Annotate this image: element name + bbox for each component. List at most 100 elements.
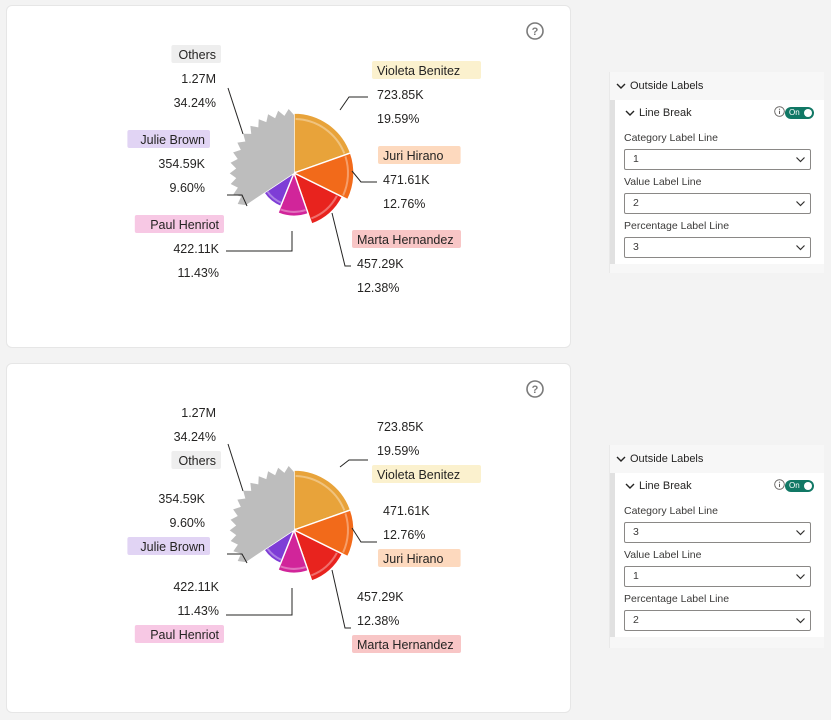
dropdown-value: 3 [633, 241, 639, 253]
category-label: Juri Hirano [383, 552, 443, 566]
value-label: 471.61K [383, 173, 430, 187]
pie-slice-shape [229, 465, 294, 563]
chevron-down-icon [796, 245, 805, 251]
line-break-section: Line Break On Category Label Line 1 Valu… [610, 100, 824, 264]
percentage-label-line-dropdown[interactable]: 2 [624, 610, 811, 631]
pie-slice-shape [276, 528, 310, 574]
info-icon[interactable] [774, 479, 785, 490]
category-label-line-label: Category Label Line [624, 505, 718, 517]
pie-chart-2: ? 723.85K 19.59% Violeta Benitez 471.61K 12.7… [127, 380, 544, 653]
percentage-label-line-label: Percentage Label Line [624, 593, 730, 605]
chevron-down-icon [796, 530, 805, 536]
value-label: 1.27M [181, 72, 216, 86]
category-label-line-dropdown[interactable]: 1 [624, 149, 811, 170]
pie-slice-others[interactable] [229, 108, 294, 206]
help-icon[interactable]: ? [526, 22, 544, 40]
format-panel-2: Outside Labels Line Break On Category La… [609, 445, 824, 648]
category-label-bg [372, 61, 481, 79]
leader-line-others [227, 87, 244, 135]
toggle-knob [804, 109, 812, 117]
svg-text:?: ? [532, 26, 539, 38]
percentage-label: 19.59% [377, 444, 419, 458]
line-break-toggle[interactable]: On [785, 107, 814, 119]
pie-slice-highlight [280, 565, 306, 570]
pie-slice-juri-hirano[interactable] [292, 152, 355, 201]
value-label-line-dropdown[interactable]: 1 [624, 566, 811, 587]
category-label-line-label: Category Label Line [624, 132, 718, 144]
percentage-label: 12.38% [357, 614, 399, 628]
pie-slice-shape [292, 509, 355, 558]
pie-slice-violeta-benitez[interactable] [293, 469, 352, 531]
pie-slice-others[interactable] [229, 465, 294, 563]
chevron-down-icon [796, 201, 805, 207]
category-label-bg [127, 130, 210, 148]
data-label-violeta-benitez: Violeta Benitez 723.85K 19.59% [372, 61, 481, 126]
data-label-others: 1.27M 34.24% Others [171, 406, 221, 469]
line-break-header[interactable]: Line Break On [615, 100, 824, 126]
percentage-label: 11.43% [178, 604, 219, 618]
pie-slice-paul-henriot[interactable] [276, 171, 310, 217]
leader-line-marta-hernandez [331, 569, 351, 629]
pie-slice-highlight [266, 548, 282, 561]
pie-slice-highlight [295, 475, 346, 511]
category-label: Violeta Benitez [377, 64, 460, 78]
pie-slice-paul-henriot[interactable] [276, 528, 310, 574]
outside-labels-header[interactable]: Outside Labels [610, 72, 824, 100]
category-label: Paul Henriot [150, 628, 219, 642]
pie-slice-shape [292, 528, 344, 582]
data-label-juri-hirano: Juri Hirano 471.61K 12.76% [378, 146, 461, 211]
category-label-bg [171, 45, 221, 63]
info-icon[interactable] [774, 106, 785, 117]
help-icon[interactable]: ? [526, 380, 544, 398]
chart-card-1: ? Violeta Benitez 723.85K 19.59% Juri Hirano… [6, 5, 571, 348]
leader-line-paul-henriot [226, 231, 293, 252]
pie-slice-marta-hernandez[interactable] [292, 171, 344, 225]
category-label: Juri Hirano [383, 149, 443, 163]
pie-slice-julie-brown[interactable] [263, 171, 296, 208]
chevron-down-icon [616, 456, 626, 462]
data-label-violeta-benitez: 723.85K 19.59% Violeta Benitez [372, 420, 481, 483]
line-break-header[interactable]: Line Break On [615, 473, 824, 499]
value-label-line-dropdown[interactable]: 2 [624, 193, 811, 214]
value-label: 457.29K [357, 257, 404, 271]
pie-slice-shape [229, 108, 294, 206]
chart-card-2: ? 723.85K 19.59% Violeta Benitez 471.61K 12.7… [6, 363, 571, 713]
percentage-label: 12.38% [357, 281, 399, 295]
line-break-section: Line Break On Category Label Line 3 Valu… [610, 473, 824, 637]
category-label-bg [378, 549, 461, 567]
percentage-label-line-dropdown[interactable]: 3 [624, 237, 811, 258]
pie-slice-highlight [310, 552, 338, 577]
category-label-line-dropdown[interactable]: 3 [624, 522, 811, 543]
category-label-bg [134, 625, 224, 643]
data-label-marta-hernandez: Marta Hernandez 457.29K 12.38% [352, 230, 461, 295]
leader-line-juri-hirano [351, 527, 377, 543]
pie-slice-marta-hernandez[interactable] [292, 528, 344, 582]
category-label: Marta Hernandez [357, 638, 454, 652]
value-label: 422.11K [173, 242, 219, 256]
outside-labels-header[interactable]: Outside Labels [610, 445, 824, 473]
category-label: Marta Hernandez [357, 233, 454, 247]
percentage-label: 34.24% [174, 430, 216, 444]
pie-slice-shape [263, 171, 296, 208]
pie-slice-shape [293, 469, 352, 531]
data-label-marta-hernandez: 457.29K 12.38% Marta Hernandez [352, 590, 461, 653]
percentage-label: 9.60% [170, 516, 205, 530]
category-label: Others [178, 48, 216, 62]
value-label: 354.59K [158, 157, 205, 171]
pie-slice-shape [292, 171, 344, 225]
chevron-down-icon [616, 83, 626, 89]
chevron-down-icon [796, 618, 805, 624]
category-label-bg [372, 465, 481, 483]
leader-line-julie-brown [227, 194, 248, 207]
category-label-bg [378, 146, 461, 164]
leader-line-others [227, 443, 244, 492]
value-label-line-label: Value Label Line [624, 549, 702, 561]
pie-slice-julie-brown[interactable] [263, 528, 296, 565]
dropdown-value: 2 [633, 614, 639, 626]
data-label-julie-brown: 354.59K 9.60% Julie Brown [127, 492, 210, 555]
pie-slice-violeta-benitez[interactable] [293, 112, 352, 174]
svg-text:?: ? [532, 384, 539, 396]
pie-slice-juri-hirano[interactable] [292, 509, 355, 558]
line-break-toggle[interactable]: On [785, 480, 814, 492]
category-label-bg [134, 215, 224, 233]
